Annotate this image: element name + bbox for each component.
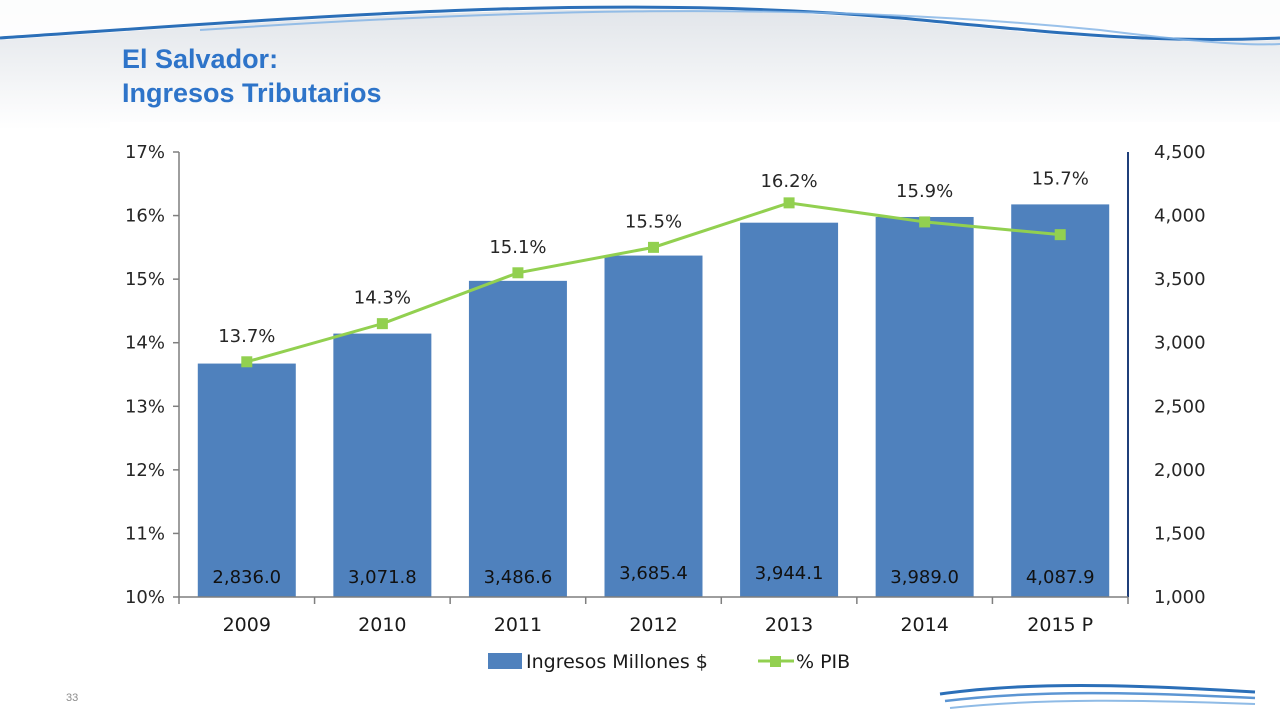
y-left-tick-label: 17%	[125, 142, 165, 163]
pib-data-label: 15.5%	[625, 211, 682, 232]
y-left-tick-label: 15%	[125, 269, 165, 290]
legend-label-pib: % PIB	[796, 651, 850, 673]
bar-2013	[740, 222, 839, 597]
pib-point-2009	[241, 356, 253, 368]
pib-point-2013	[783, 197, 795, 209]
pib-point-2010	[376, 318, 388, 330]
chart-panel: 17% 16% 15% 14% 13% 12% 11% 10% 4,500 4,000 3,500 3…	[110, 122, 1280, 690]
bar-data-label: 3,685.4	[619, 563, 688, 584]
bar-data-label: 3,071.8	[348, 567, 417, 588]
bar-2014	[875, 216, 974, 597]
title-line-2: Ingresos Tributarios	[122, 78, 382, 108]
y-right-tick-label: 4,500	[1154, 142, 1206, 163]
legend-label-ingresos: Ingresos Millones $	[526, 651, 708, 673]
pib-point-2011	[512, 267, 524, 279]
bar-2009	[197, 363, 296, 597]
slide-number: 33	[66, 692, 79, 704]
x-tick-label: 2012	[629, 614, 677, 636]
bar-data-label: 2,836.0	[212, 567, 281, 588]
bar-data-label: 3,486.6	[484, 567, 553, 588]
y-right-tick-label: 3,500	[1154, 269, 1206, 290]
pib-data-label: 13.7%	[218, 326, 275, 347]
x-tick-label: 2009	[223, 614, 271, 636]
bar-2010	[333, 333, 432, 597]
pib-point-2012	[648, 241, 659, 253]
y-right-tick-label: 2,500	[1154, 396, 1206, 417]
bar-2015 P	[1011, 204, 1110, 597]
y-left-tick-label: 12%	[125, 460, 165, 481]
x-tick-label: 2015 P	[1027, 614, 1093, 636]
pib-data-label: 15.7%	[1032, 168, 1089, 189]
y-left-tick-label: 13%	[125, 396, 165, 417]
y-right-tick-label: 1,000	[1154, 587, 1206, 608]
y-left-tick-label: 16%	[125, 206, 165, 227]
title-line-1: El Salvador:	[122, 44, 279, 74]
bar-data-label: 3,944.1	[755, 563, 824, 584]
pib-data-label: 15.1%	[489, 237, 546, 258]
y-right-tick-label: 4,000	[1154, 206, 1206, 227]
legend-marker-pib	[770, 656, 781, 667]
y-left-tick-label: 14%	[125, 333, 165, 354]
y-right-tick-label: 1,500	[1154, 523, 1206, 544]
x-tick-label: 2014	[900, 614, 948, 636]
footer-waves	[939, 684, 1256, 709]
bar-data-label: 3,989.0	[890, 567, 959, 588]
pib-data-label: 15.9%	[896, 181, 953, 202]
pib-point-2015 P	[1054, 229, 1066, 241]
combo-chart: 17% 16% 15% 14% 13% 12% 11% 10% 4,500 4,000 3,500 3…	[125, 142, 1206, 673]
y-right-tick-label: 2,000	[1154, 460, 1206, 481]
x-tick-label: 2013	[765, 614, 813, 636]
pib-data-label: 16.2%	[760, 171, 817, 192]
x-tick-label: 2010	[358, 614, 406, 636]
y-left-tick-label: 11%	[125, 523, 165, 544]
y-right-tick-label: 3,000	[1154, 333, 1206, 354]
bar-2012	[604, 255, 703, 598]
x-tick-label: 2011	[494, 614, 542, 636]
pib-data-label: 14.3%	[354, 288, 411, 309]
y-left-tick-label: 10%	[125, 587, 165, 608]
pib-point-2014	[919, 216, 931, 228]
bar-2011	[468, 280, 567, 597]
background-decoration	[0, 0, 1280, 130]
legend-swatch-ingresos	[488, 653, 522, 669]
bar-data-label: 4,087.9	[1026, 567, 1095, 588]
slide-title: El Salvador: Ingresos Tributarios	[122, 42, 382, 110]
